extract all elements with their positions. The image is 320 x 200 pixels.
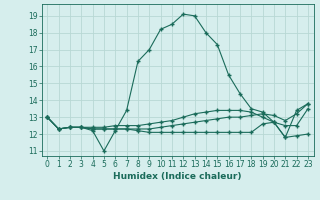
- X-axis label: Humidex (Indice chaleur): Humidex (Indice chaleur): [113, 172, 242, 181]
